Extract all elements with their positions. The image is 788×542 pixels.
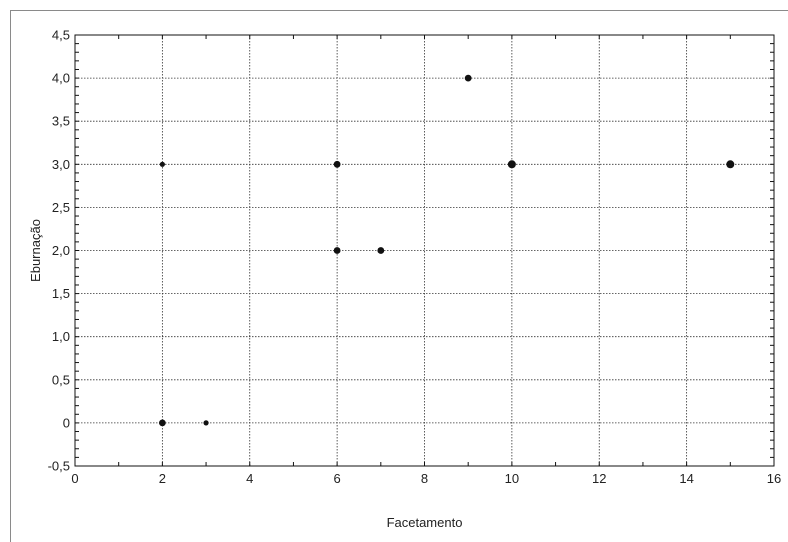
x-tick-label: 14 bbox=[679, 471, 693, 486]
data-point bbox=[203, 420, 209, 426]
data-point bbox=[507, 160, 516, 169]
y-tick-label: 1,0 bbox=[52, 329, 70, 344]
y-tick-label: -0,5 bbox=[48, 459, 70, 474]
y-tick-label: 3,0 bbox=[52, 157, 70, 172]
x-axis-title: Facetamento bbox=[387, 515, 463, 530]
data-point bbox=[333, 160, 341, 168]
data-point bbox=[159, 161, 165, 167]
y-tick-label: 2,5 bbox=[52, 200, 70, 215]
y-tick-label: 0 bbox=[63, 415, 70, 430]
x-tick-label: 2 bbox=[159, 471, 166, 486]
data-point bbox=[158, 419, 166, 427]
x-tick-label: 8 bbox=[421, 471, 428, 486]
y-tick-label: 0,5 bbox=[52, 372, 70, 387]
x-tick-label: 12 bbox=[592, 471, 606, 486]
grid-lines bbox=[75, 35, 774, 466]
data-point bbox=[333, 247, 341, 254]
data-point bbox=[464, 74, 472, 82]
plot-area bbox=[74, 34, 775, 467]
x-tick-label: 16 bbox=[767, 471, 781, 486]
chart-frame bbox=[10, 10, 788, 542]
y-tick-label: 3,5 bbox=[52, 114, 70, 129]
x-tick-labels: 0 2 4 6 8 10 12 14 16 bbox=[71, 471, 781, 486]
x-tick-label: 4 bbox=[246, 471, 253, 486]
y-tick-label: 4,0 bbox=[52, 71, 70, 86]
x-tick-label: 10 bbox=[505, 471, 519, 486]
y-axis-title: Eburnação bbox=[28, 219, 43, 282]
y-tick-labels: -0,5 0 0,5 1,0 1,5 2,0 2,5 3,0 3,5 4,0 4,5 bbox=[48, 28, 70, 474]
y-tick-label: 4,5 bbox=[52, 28, 70, 43]
data-points bbox=[158, 74, 735, 427]
y-tick-label: 2,0 bbox=[52, 243, 70, 258]
data-point bbox=[726, 160, 735, 169]
data-point bbox=[377, 247, 385, 254]
x-tick-label: 0 bbox=[71, 471, 78, 486]
y-tick-label: 1,5 bbox=[52, 286, 70, 301]
x-tick-label: 6 bbox=[334, 471, 341, 486]
